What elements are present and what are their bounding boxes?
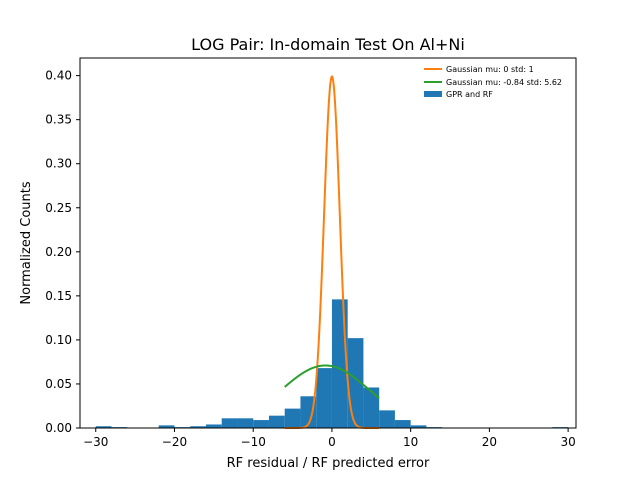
legend-label-histogram: GPR and RF — [446, 90, 493, 99]
x-tick-label: 10 — [403, 435, 418, 449]
histogram-bar — [331, 299, 348, 428]
legend: Gaussian mu: 0 std: 1 Gaussian mu: -0.84… — [424, 65, 562, 99]
y-tick-label: 0.05 — [45, 377, 72, 391]
plot-area: −30 −20 −10 0 10 20 30 0.00 0.05 0.10 0.15 0.20 0.2… — [45, 57, 577, 449]
histogram-bar — [158, 425, 175, 428]
x-tick-label: 30 — [560, 435, 575, 449]
y-tick-label: 0.30 — [45, 157, 72, 171]
histogram-bar — [316, 368, 332, 428]
histogram-bar — [268, 415, 285, 428]
histogram-bar — [190, 426, 206, 428]
x-tick-label: 20 — [482, 435, 497, 449]
histogram-bar — [347, 338, 364, 428]
y-axis-ticks: 0.00 0.05 0.10 0.15 0.20 0.25 0.30 0.35 0.40 — [45, 69, 80, 435]
x-axis-ticks: −30 −20 −10 0 10 20 30 — [83, 428, 576, 449]
y-axis-label: Normalized Counts — [19, 181, 34, 304]
y-tick-label: 0.00 — [45, 421, 72, 435]
legend-swatch-histogram — [424, 91, 442, 97]
histogram-bar — [363, 387, 380, 428]
histogram-bar — [221, 418, 238, 428]
chart-title: LOG Pair: In-domain Test On Al+Ni — [191, 35, 465, 54]
histogram-bar — [394, 420, 411, 428]
y-tick-label: 0.25 — [45, 201, 72, 215]
histogram-bar — [253, 420, 269, 428]
y-tick-label: 0.40 — [45, 69, 72, 83]
histogram-bar — [205, 424, 222, 428]
x-tick-label: −10 — [241, 435, 266, 449]
y-tick-label: 0.20 — [45, 245, 72, 259]
y-tick-label: 0.15 — [45, 289, 72, 303]
legend-label-gaussian-standard: Gaussian mu: 0 std: 1 — [446, 65, 534, 74]
gaussian-fit-curve — [284, 364, 380, 399]
y-tick-label: 0.10 — [45, 333, 72, 347]
legend-label-gaussian-fit: Gaussian mu: -0.84 std: 5.62 — [446, 78, 562, 87]
y-tick-label: 0.35 — [45, 113, 72, 127]
x-tick-label: 0 — [328, 435, 336, 449]
x-tick-label: −30 — [83, 435, 108, 449]
histogram-bar — [300, 396, 317, 428]
histogram-bar — [237, 418, 254, 428]
axes-frame — [79, 57, 577, 429]
histogram-bar — [284, 408, 301, 428]
x-tick-label: −20 — [162, 435, 187, 449]
x-axis-label: RF residual / RF predicted error — [227, 456, 430, 471]
histogram-bar — [379, 410, 395, 428]
histogram-bar — [95, 426, 112, 428]
histogram-bar — [410, 425, 427, 428]
